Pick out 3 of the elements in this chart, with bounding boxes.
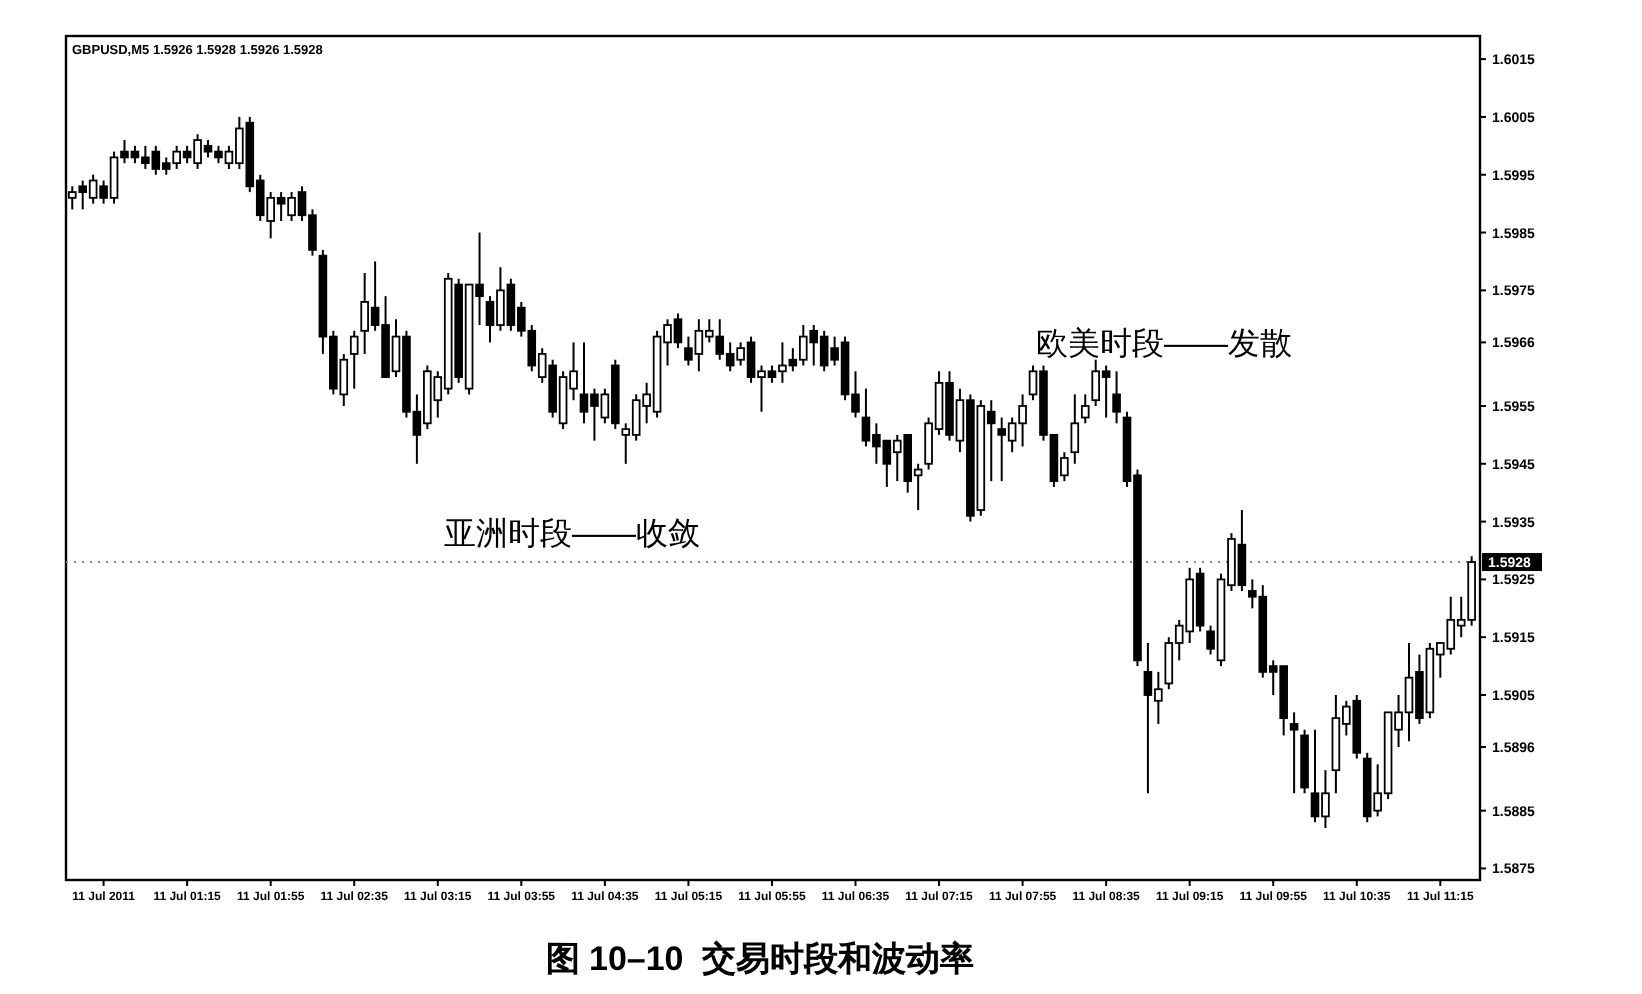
text: 图 10–10 交易时段和波动率 <box>545 940 975 978</box>
annotation: 亚洲时段——收敛 <box>444 516 700 552</box>
annotation: 欧美时段——发散 <box>1036 326 1292 362</box>
